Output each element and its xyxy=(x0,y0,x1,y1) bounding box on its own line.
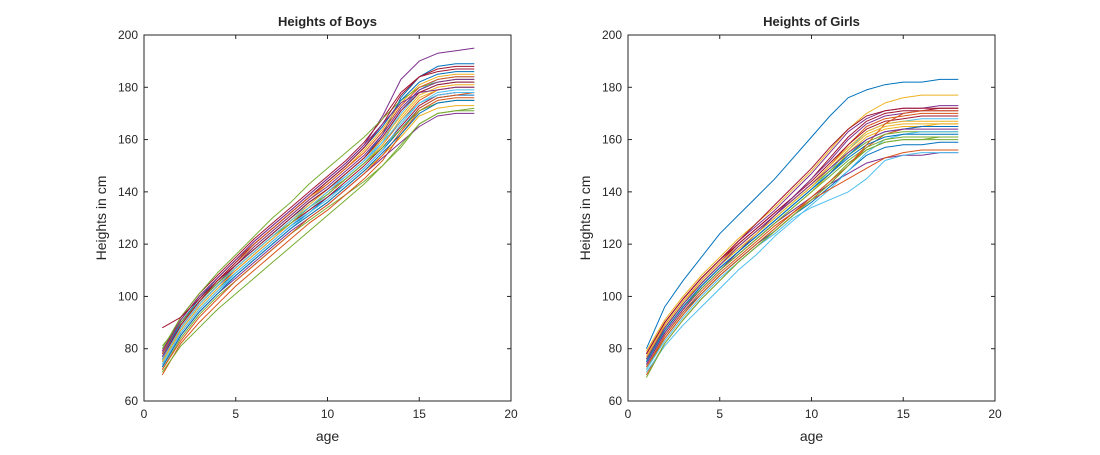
boys-y-tick-label: 80 xyxy=(125,342,139,356)
boys-series-line-27 xyxy=(161,92,475,360)
girls-axes: 0 5 10 15 20 60 80 100 120 140 160 180 200 Heights of… xyxy=(577,14,1002,444)
girls-series-line-10 xyxy=(645,94,959,352)
boys-series-line-22 xyxy=(161,99,475,368)
girls-x-tick-label: 0 xyxy=(625,407,632,421)
boys-series-group xyxy=(161,47,475,376)
girls-series-line-26 xyxy=(645,139,959,378)
boys-x-axis-label: age xyxy=(316,428,340,444)
girls-y-tick-label: 100 xyxy=(602,289,622,303)
girls-y-tick-label: 160 xyxy=(602,133,622,147)
girls-series-group xyxy=(645,78,959,378)
girls-y-tick-label: 120 xyxy=(602,237,622,251)
girls-x-tick-label: 15 xyxy=(897,407,911,421)
boys-x-tick-label: 0 xyxy=(141,407,148,421)
boys-x-tick-label: 20 xyxy=(504,407,518,421)
boys-axes: 0 5 10 15 20 60 80 100 120 140 160 180 200 Heights of… xyxy=(93,14,518,444)
girls-series-line-19 xyxy=(645,136,959,360)
girls-y-tick-label: 60 xyxy=(609,394,623,408)
boys-y-axis-label: Heights in cm xyxy=(93,176,109,261)
boys-x-tick-label: 5 xyxy=(232,407,239,421)
girls-y-tick-label: 140 xyxy=(602,185,622,199)
boys-series-line-28 xyxy=(162,81,475,329)
girls-plot-area xyxy=(628,35,995,401)
boys-x-tick-label: 10 xyxy=(321,407,335,421)
boys-series-line-25 xyxy=(161,86,475,352)
boys-series-line-16 xyxy=(161,92,475,370)
girls-y-tick-label: 200 xyxy=(602,28,622,42)
girls-series-line-23 xyxy=(645,110,959,368)
girls-series-line-21 xyxy=(645,107,959,355)
girls-x-axis-label: age xyxy=(800,428,824,444)
girls-series-line-25 xyxy=(645,128,959,360)
boys-y-tick-label: 160 xyxy=(118,133,138,147)
boys-y-tick-label: 140 xyxy=(118,185,138,199)
boys-y-tick-label: 120 xyxy=(118,237,138,251)
girls-y-tick-label: 80 xyxy=(609,342,623,356)
boys-y-tick-label: 60 xyxy=(125,394,139,408)
boys-x-tick-label: 15 xyxy=(413,407,427,421)
girls-x-tick-label: 20 xyxy=(988,407,1002,421)
girls-y-axis-label: Heights in cm xyxy=(577,176,593,261)
boys-y-tick-label: 180 xyxy=(118,80,138,94)
boys-y-tick-label: 100 xyxy=(118,289,138,303)
girls-y-tick-label: 180 xyxy=(602,80,622,94)
boys-y-tick-label: 200 xyxy=(118,28,138,42)
girls-x-tick-label: 5 xyxy=(716,407,723,421)
boys-series-line-26 xyxy=(161,107,475,373)
girls-x-tick-label: 10 xyxy=(805,407,819,421)
girls-series-line-1 xyxy=(645,78,959,349)
boys-chart-title: Heights of Boys xyxy=(278,14,377,29)
girls-chart-title: Heights of Girls xyxy=(763,14,860,29)
girls-series-line-20 xyxy=(645,152,959,370)
girls-series-line-16 xyxy=(645,149,959,368)
boys-series-line-19 xyxy=(161,99,475,347)
